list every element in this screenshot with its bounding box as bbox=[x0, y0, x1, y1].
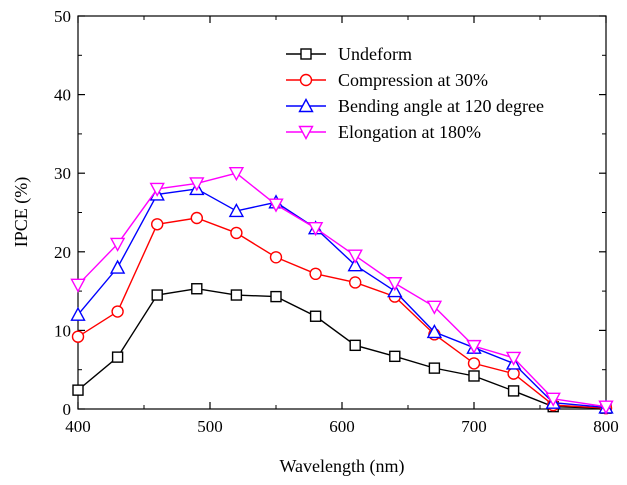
data-point bbox=[467, 357, 481, 370]
data-point bbox=[72, 384, 84, 396]
legend-marker bbox=[298, 125, 314, 140]
legend-label: Elongation at 180% bbox=[338, 122, 481, 142]
legend-label: Bending angle at 120 degree bbox=[338, 96, 544, 116]
x-axis-title: Wavelength (nm) bbox=[279, 456, 404, 477]
data-point bbox=[389, 350, 401, 363]
data-point bbox=[230, 289, 243, 301]
y-tick-label: 0 bbox=[63, 400, 72, 419]
y-tick-label: 10 bbox=[54, 321, 71, 340]
series-line bbox=[77, 288, 607, 409]
data-point bbox=[191, 283, 203, 295]
data-point bbox=[149, 182, 165, 197]
x-tick-label: 500 bbox=[197, 417, 223, 436]
series-1 bbox=[71, 211, 613, 415]
series-line bbox=[77, 217, 607, 409]
data-point bbox=[70, 306, 86, 321]
data-point bbox=[349, 276, 362, 289]
data-point bbox=[111, 351, 124, 363]
data-point bbox=[347, 249, 363, 264]
data-point bbox=[70, 278, 86, 293]
y-tick-label: 50 bbox=[54, 7, 71, 26]
data-point bbox=[387, 277, 403, 292]
series-0 bbox=[72, 283, 612, 414]
data-point bbox=[109, 259, 126, 274]
data-point bbox=[151, 289, 163, 301]
legend-label: Undeform bbox=[338, 44, 412, 64]
x-axis: 400 500 600 700 800 bbox=[65, 16, 619, 436]
legend-marker bbox=[299, 73, 313, 87]
data-point bbox=[545, 392, 561, 407]
data-point bbox=[228, 166, 245, 182]
data-point bbox=[309, 310, 322, 322]
data-point bbox=[270, 290, 282, 303]
legend-item: Elongation at 180% bbox=[286, 122, 481, 142]
data-point bbox=[268, 198, 284, 213]
data-point bbox=[426, 324, 443, 339]
legend-marker bbox=[298, 98, 314, 113]
series-line bbox=[77, 188, 607, 409]
data-point bbox=[307, 222, 324, 237]
x-tick-label: 600 bbox=[329, 417, 355, 436]
data-point bbox=[189, 177, 205, 192]
data-point bbox=[230, 226, 243, 240]
data-point bbox=[190, 211, 204, 225]
legend-marker bbox=[300, 48, 312, 60]
legend-item: Compression at 30% bbox=[286, 70, 488, 90]
series-layer bbox=[70, 166, 614, 415]
data-point bbox=[71, 330, 85, 343]
y-axis-title: IPCE (%) bbox=[11, 177, 32, 248]
data-point bbox=[150, 218, 164, 231]
y-tick-label: 20 bbox=[54, 243, 71, 262]
legend-item: Undeform bbox=[286, 44, 412, 64]
data-point bbox=[349, 339, 361, 352]
y-tick-label: 40 bbox=[54, 86, 71, 105]
x-tick-label: 700 bbox=[461, 417, 487, 436]
data-point bbox=[598, 400, 614, 415]
data-point bbox=[347, 257, 363, 272]
data-point bbox=[505, 351, 522, 366]
data-point bbox=[309, 267, 322, 281]
series-line bbox=[77, 172, 607, 408]
data-point bbox=[111, 305, 124, 318]
data-point bbox=[507, 367, 520, 380]
x-tick-label: 400 bbox=[65, 417, 91, 436]
legend: Undeform Compression at 30% Bending angle … bbox=[286, 44, 544, 142]
data-point bbox=[426, 300, 443, 315]
data-point bbox=[269, 251, 283, 264]
data-point bbox=[468, 370, 480, 382]
y-tick-label: 30 bbox=[54, 164, 71, 183]
data-point bbox=[466, 339, 482, 355]
data-point bbox=[228, 202, 245, 218]
x-tick-label: 800 bbox=[593, 417, 619, 436]
data-point bbox=[428, 362, 441, 374]
data-point bbox=[109, 237, 126, 252]
legend-item: Bending angle at 120 degree bbox=[286, 96, 544, 116]
data-point bbox=[507, 385, 520, 397]
y-axis: 0 10 20 30 40 50 bbox=[54, 7, 606, 419]
legend-label: Compression at 30% bbox=[338, 70, 488, 90]
series-3 bbox=[70, 166, 614, 415]
